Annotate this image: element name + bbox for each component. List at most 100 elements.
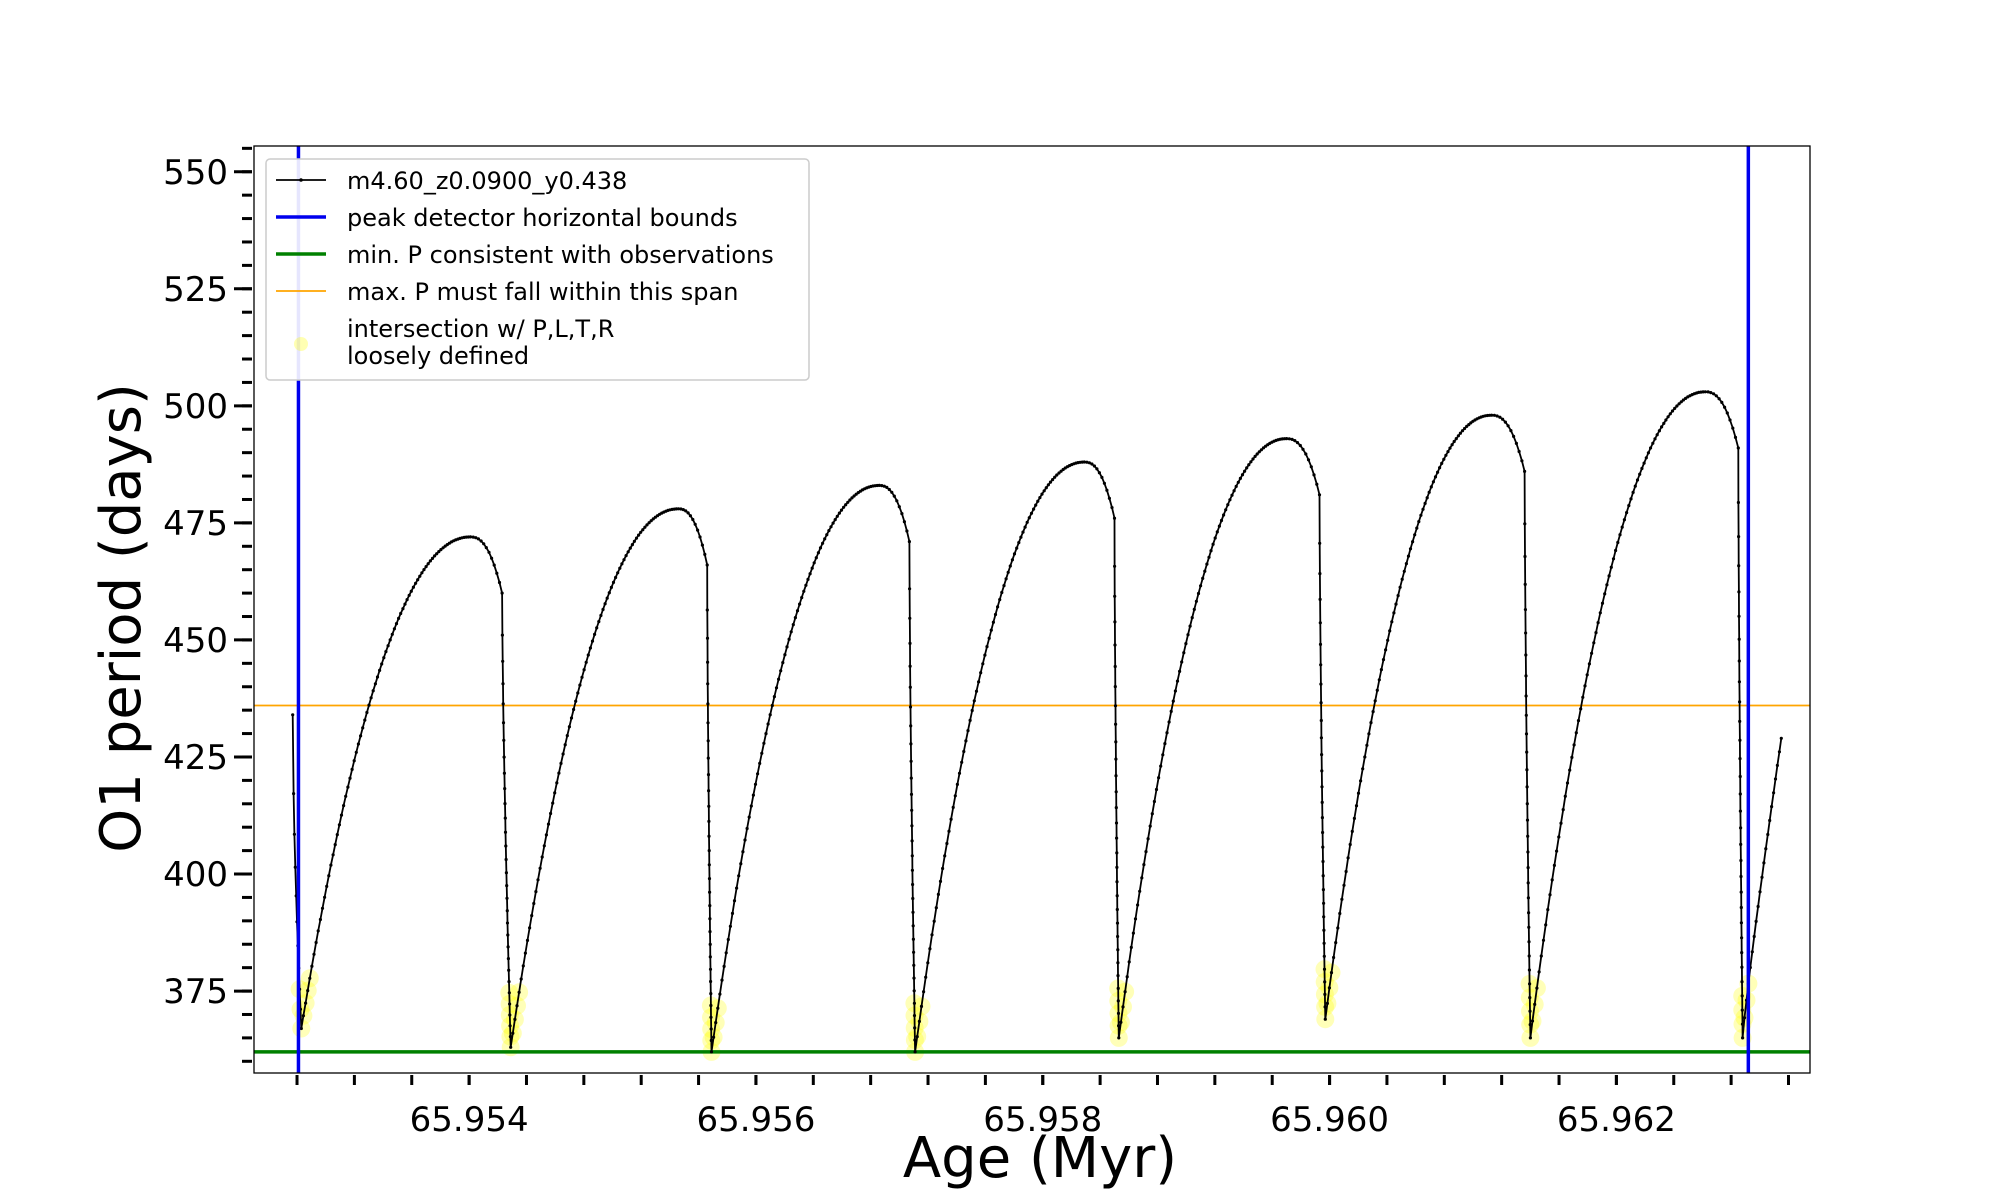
series-point <box>962 749 966 754</box>
series-point <box>1574 731 1578 735</box>
series-point <box>1565 781 1570 785</box>
series-point <box>1557 835 1561 839</box>
series-point <box>844 503 848 507</box>
series-point <box>1113 685 1117 689</box>
series-point <box>394 622 399 626</box>
series-point <box>707 834 711 838</box>
series-point <box>1398 585 1402 589</box>
series-point <box>507 968 511 972</box>
series-point <box>1012 552 1017 556</box>
series-point <box>802 589 806 593</box>
series-point <box>1178 669 1182 674</box>
series-point <box>1429 485 1433 489</box>
series-point <box>714 1021 718 1025</box>
series-point <box>508 1035 512 1039</box>
series-point <box>912 989 916 993</box>
series-point <box>970 708 974 713</box>
series-point <box>998 598 1002 602</box>
series-point <box>1167 720 1171 724</box>
series-point <box>384 650 388 654</box>
series-point <box>304 1001 308 1005</box>
series-point <box>1119 1020 1123 1024</box>
series-point <box>1738 809 1742 813</box>
series-point <box>1322 915 1326 919</box>
series-point <box>1318 541 1322 545</box>
series-point <box>908 685 912 689</box>
series-point <box>910 854 914 858</box>
series-point <box>1306 458 1311 462</box>
series-point <box>325 884 329 889</box>
series-point <box>422 568 426 572</box>
series-point <box>1525 750 1529 754</box>
series-point <box>344 794 348 798</box>
series-point <box>502 738 506 742</box>
series-point <box>1019 535 1023 539</box>
series-point <box>712 1035 716 1039</box>
series-point <box>1555 849 1559 853</box>
series-point <box>753 782 758 786</box>
series-point <box>420 571 424 575</box>
series-point <box>373 682 377 686</box>
series-point <box>1243 469 1247 473</box>
series-point <box>327 874 331 878</box>
series-point <box>1323 980 1327 984</box>
series-point <box>1524 674 1528 678</box>
series-point <box>534 890 538 894</box>
series-point <box>519 977 523 981</box>
series-point <box>1523 582 1527 587</box>
series-point <box>1332 955 1336 960</box>
series-point <box>1607 574 1611 578</box>
series-point <box>505 909 509 913</box>
series-point <box>993 612 998 617</box>
series-point <box>1523 469 1527 473</box>
series-point <box>1182 651 1186 655</box>
series-point <box>1367 732 1371 736</box>
series-point <box>1737 680 1741 684</box>
series-point <box>479 539 483 543</box>
series-point <box>1629 497 1633 501</box>
series-point <box>708 890 712 894</box>
series-point <box>1528 982 1532 986</box>
series-point <box>1717 397 1721 401</box>
series-point <box>932 919 936 923</box>
series-point <box>501 659 505 663</box>
series-point <box>909 776 913 780</box>
series-point <box>1640 466 1644 471</box>
series-point <box>1627 504 1631 508</box>
series-point <box>911 882 915 887</box>
series-point <box>1004 577 1008 581</box>
series-point <box>1417 520 1421 524</box>
series-point <box>1576 719 1581 723</box>
series-point <box>530 914 534 918</box>
series-point <box>1322 967 1327 971</box>
series-point <box>1594 631 1598 635</box>
series-point <box>1201 576 1205 581</box>
series-point <box>584 660 588 664</box>
series-point <box>718 992 722 996</box>
series-point <box>913 1050 917 1054</box>
series-point <box>1238 476 1242 480</box>
series-point <box>1042 489 1046 493</box>
series-point <box>1625 510 1629 515</box>
series-point <box>1290 437 1294 441</box>
series-point <box>1002 584 1006 588</box>
series-point <box>890 490 894 494</box>
series-point <box>1133 917 1138 921</box>
series-point <box>1318 597 1322 602</box>
series-point <box>551 801 555 805</box>
series-point <box>1114 722 1118 726</box>
series-point <box>985 645 989 649</box>
series-point <box>1512 434 1516 438</box>
series-point <box>1116 961 1120 965</box>
series-point <box>1731 426 1735 430</box>
series-point <box>1463 426 1467 431</box>
series-point <box>732 899 737 903</box>
series-point <box>1113 664 1117 669</box>
series-point <box>1452 439 1456 444</box>
series-point <box>837 511 842 515</box>
series-point <box>709 1027 713 1031</box>
series-point <box>1304 452 1308 456</box>
series-point <box>1570 755 1574 760</box>
series-point <box>1725 411 1729 415</box>
series-point <box>1114 806 1118 810</box>
